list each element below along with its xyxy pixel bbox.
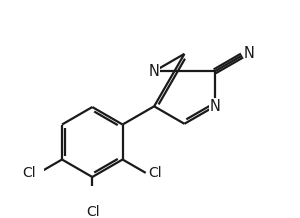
Text: N: N — [244, 46, 255, 61]
Text: Cl: Cl — [22, 166, 36, 180]
Text: Cl: Cl — [148, 166, 162, 180]
Text: Cl: Cl — [86, 205, 100, 218]
Text: N: N — [149, 64, 160, 79]
Text: N: N — [209, 99, 220, 114]
